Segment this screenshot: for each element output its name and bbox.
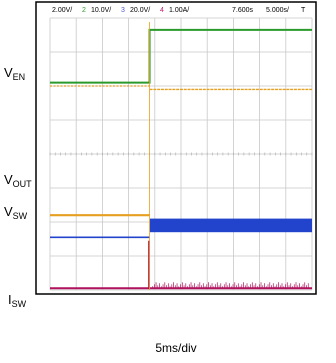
channel-header: 2.00V/ 2 10.0V/ 3 20.0V/ 4 1.00A/ 7.600s…: [52, 7, 306, 14]
traces: [50, 22, 312, 290]
label-isw: ISW: [8, 292, 27, 309]
ch4-scale: 1.00A/: [169, 7, 189, 14]
plot-frame: [35, 1, 317, 295]
timebase-readout: 5.000s/: [266, 7, 289, 14]
trace-vsw-switching-band: [149, 218, 312, 233]
ch4-number: 4: [160, 7, 164, 14]
label-vsw: VSW: [4, 204, 28, 221]
ch3-scale: 20.0V/: [130, 7, 150, 14]
ch3-number: 3: [121, 7, 125, 14]
ch2-number: 2: [82, 7, 86, 14]
label-vout: VOUT: [4, 172, 32, 189]
x-axis-label: 5ms/div: [155, 341, 196, 355]
delay-readout: 7.600s: [232, 7, 254, 14]
label-ven: VEN: [4, 65, 25, 82]
ch1-scale: 2.00V/: [52, 7, 72, 14]
trigger-status: T: [301, 7, 306, 14]
ch2-scale: 10.0V/: [91, 7, 111, 14]
